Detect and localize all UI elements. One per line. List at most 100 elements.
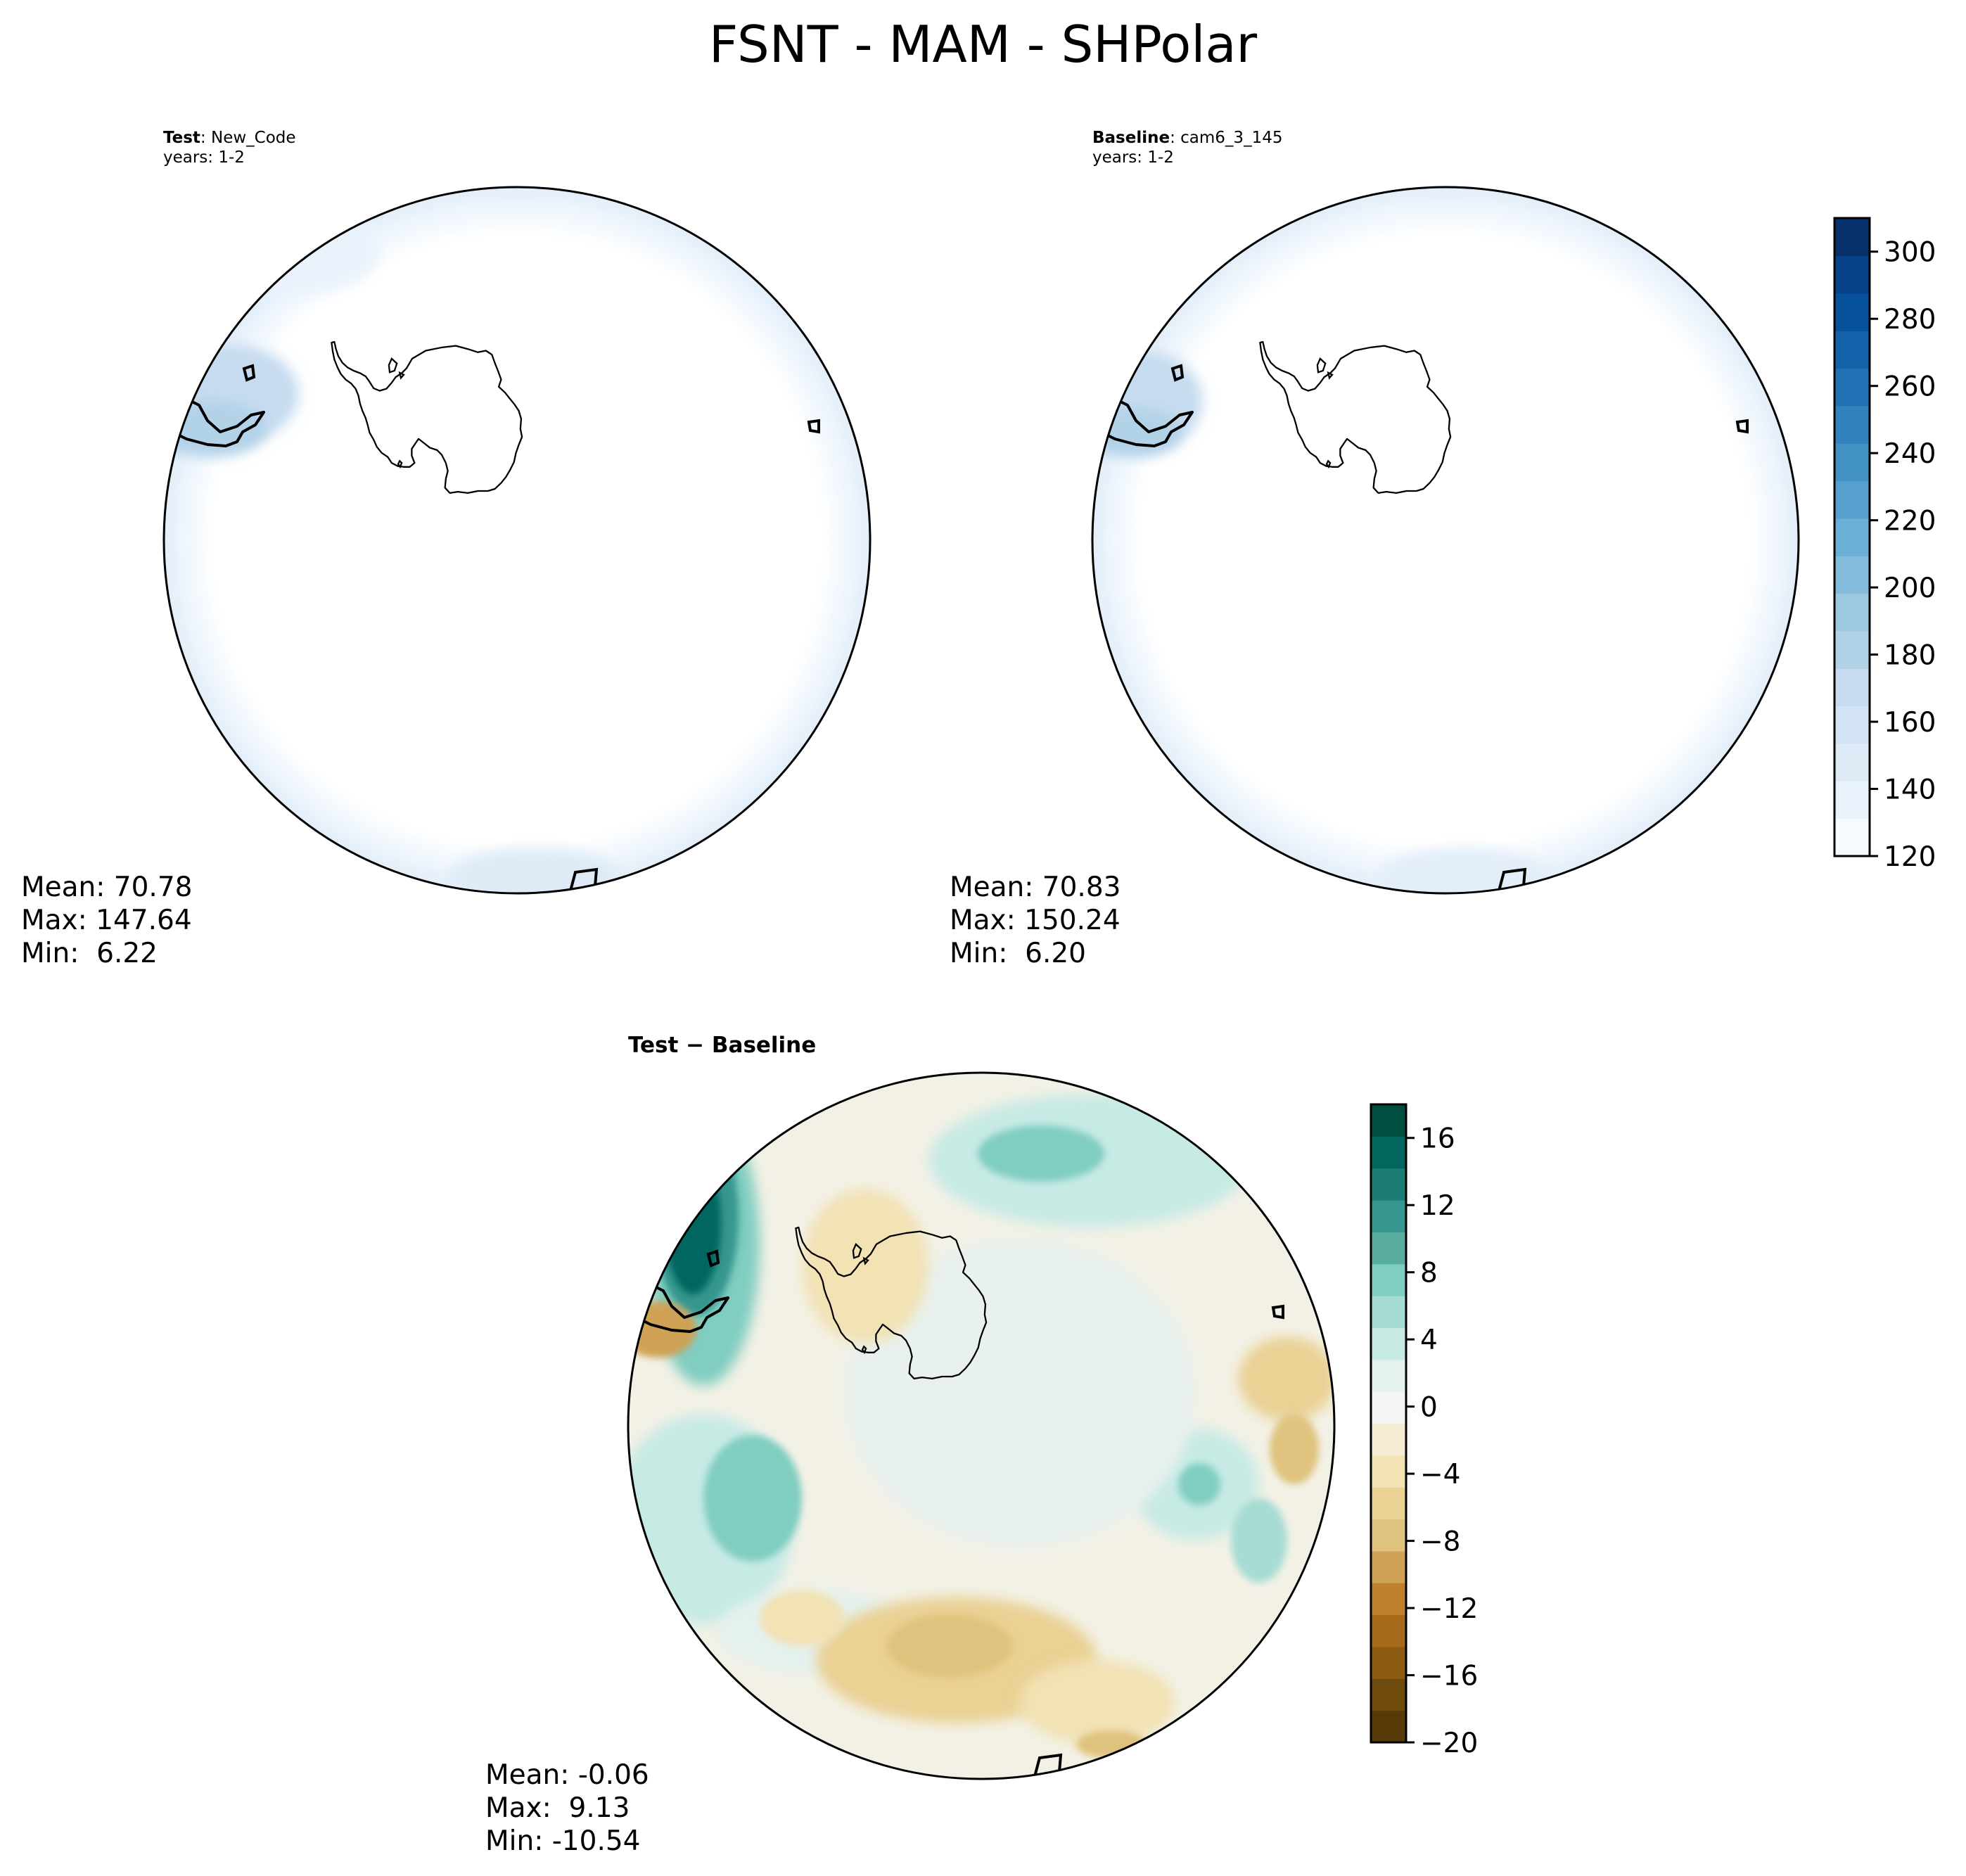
baseline-panel-label: Baseline: cam6_3_145 years: 1-2: [1092, 128, 1282, 167]
test-years: years: 1-2: [163, 148, 245, 167]
blues-colorbar-tick-label: 180: [1884, 640, 1936, 672]
brbg-colorbar-tick-label: −16: [1420, 1661, 1478, 1692]
blues-colorbar-segment: [1834, 630, 1870, 669]
test-label-value: New_Code: [210, 129, 296, 147]
blues-colorbar-segment: [1834, 743, 1870, 781]
blues-colorbar-segment: [1834, 480, 1870, 519]
blues-colorbar-segment: [1834, 668, 1870, 707]
blues-colorbar-tick-label: 240: [1884, 438, 1936, 470]
blues-colorbar-tick-label: 260: [1884, 371, 1936, 403]
diff-title-left: Test: [628, 1033, 679, 1058]
brbg-colorbar-segment: [1371, 1263, 1406, 1296]
brbg-colorbar-tick-label: −4: [1420, 1459, 1461, 1491]
diff-min: Min: -10.54: [485, 1825, 641, 1857]
brbg-colorbar-segment: [1371, 1614, 1406, 1647]
brbg-colorbar-segment: [1371, 1168, 1406, 1201]
blues-colorbar-segment: [1834, 781, 1870, 819]
blues-colorbar-tick-label: 120: [1884, 841, 1936, 873]
test-label-name: Test: [163, 129, 200, 147]
blues-colorbar-segment: [1834, 443, 1870, 482]
brbg-colorbar-segment: [1371, 1359, 1406, 1392]
diff-max: Max: 9.13: [485, 1792, 630, 1824]
diff-island-icon: [1271, 1304, 1284, 1320]
diff-map-border: [627, 1071, 1336, 1780]
blues-colorbar-segment: [1834, 255, 1870, 294]
diff-panel-title: Test − Baseline: [628, 1033, 816, 1058]
diff-mean: Mean: -0.06: [485, 1759, 649, 1791]
blues-colorbar-frame: [1833, 217, 1871, 857]
baseline-years: years: 1-2: [1092, 148, 1174, 167]
test-panel-label: Test: New_Code years: 1-2: [163, 128, 296, 167]
test-min: Min: 6.22: [21, 938, 158, 969]
blues-colorbar-segment: [1834, 368, 1870, 407]
test-mean: Mean: 70.78: [21, 872, 193, 903]
blues-colorbar-segment: [1834, 706, 1870, 744]
brbg-colorbar-frame: [1370, 1103, 1408, 1744]
baseline-min: Min: 6.20: [950, 938, 1086, 969]
blues-colorbar-tick-label: 160: [1884, 707, 1936, 739]
brbg-colorbar-tick-label: 12: [1420, 1190, 1455, 1222]
baseline-label-sep: :: [1170, 129, 1175, 147]
test-map-border: [162, 186, 872, 895]
brbg-colorbar-segment: [1371, 1583, 1406, 1616]
blues-colorbar-tick-label: 300: [1884, 237, 1936, 269]
brbg-colorbar-segment: [1371, 1550, 1406, 1583]
blues-colorbar-tick-label: 280: [1884, 304, 1936, 336]
baseline-map-border: [1091, 186, 1800, 895]
brbg-colorbar-segment: [1371, 1104, 1406, 1137]
brbg-colorbar-tick-label: 0: [1420, 1392, 1438, 1424]
baseline-label-name: Baseline: [1092, 129, 1170, 147]
brbg-colorbar-segment: [1371, 1232, 1406, 1265]
colorbar-blues: 120 140 160 180 200 220 240 260 280 300: [1833, 217, 1936, 873]
blues-colorbar-segment: [1834, 331, 1870, 369]
brbg-colorbar-segment: [1371, 1455, 1406, 1488]
diff-stats: Mean: -0.06 Max: 9.13 Min: -10.54: [485, 1759, 649, 1858]
blues-colorbar-segment: [1834, 293, 1870, 331]
brbg-colorbar-segment: [1371, 1296, 1406, 1329]
baseline-island-icon: [1735, 419, 1749, 434]
brbg-colorbar-segment: [1371, 1710, 1406, 1743]
test-south-africa-coastline: [568, 867, 599, 893]
baseline-mean: Mean: 70.83: [950, 872, 1121, 903]
brbg-colorbar-segment: [1371, 1200, 1406, 1232]
brbg-colorbar-tick-label: −12: [1420, 1593, 1478, 1625]
brbg-colorbar-segment: [1371, 1487, 1406, 1520]
baseline-label-value: cam6_3_145: [1180, 129, 1283, 147]
brbg-colorbar-tick-label: 16: [1420, 1123, 1455, 1155]
diff-title-right: Baseline: [711, 1033, 817, 1058]
test-map: [162, 186, 872, 895]
brbg-colorbar-segment: [1371, 1678, 1406, 1711]
baseline-map-field: [1092, 187, 1799, 893]
brbg-colorbar-segment: [1371, 1391, 1406, 1424]
blues-colorbar-tick-label: 200: [1884, 573, 1936, 604]
test-stats: Mean: 70.78 Max: 147.64 Min: 6.22: [21, 871, 192, 970]
test-map-field: [164, 187, 870, 893]
blues-colorbar-segment: [1834, 218, 1870, 256]
baseline-max: Max: 150.24: [950, 905, 1121, 936]
blues-colorbar-segment: [1834, 556, 1870, 594]
diff-map: [627, 1071, 1336, 1780]
brbg-colorbar-tick-label: −8: [1420, 1526, 1461, 1558]
brbg-colorbar-segment: [1371, 1646, 1406, 1679]
brbg-colorbar-segment: [1371, 1327, 1406, 1360]
brbg-colorbar-segment: [1371, 1519, 1406, 1552]
test-label-sep: :: [200, 129, 206, 147]
diff-title-op: −: [686, 1033, 705, 1058]
baseline-stats: Mean: 70.83 Max: 150.24 Min: 6.20: [950, 871, 1121, 970]
blues-colorbar-segment: [1834, 593, 1870, 632]
blues-colorbar-tick-label: 220: [1884, 506, 1936, 537]
test-island-icon: [807, 419, 820, 434]
brbg-colorbar-tick-label: 4: [1420, 1325, 1438, 1356]
blues-colorbar-segment: [1834, 405, 1870, 444]
blues-colorbar-segment: [1834, 818, 1870, 857]
blues-colorbar-tick-label: 140: [1884, 774, 1936, 806]
baseline-map: [1091, 186, 1800, 895]
brbg-colorbar-segment: [1371, 1136, 1406, 1169]
brbg-colorbar-segment: [1371, 1423, 1406, 1456]
blues-colorbar-segment: [1834, 518, 1870, 556]
brbg-colorbar-tick-label: −20: [1420, 1728, 1478, 1759]
baseline-south-africa-coastline: [1497, 867, 1527, 893]
colorbar-brbg: −20 −16 −12 −8 −4 0 4 8 12 16: [1370, 1103, 1478, 1759]
brbg-colorbar-tick-label: 8: [1420, 1258, 1438, 1289]
